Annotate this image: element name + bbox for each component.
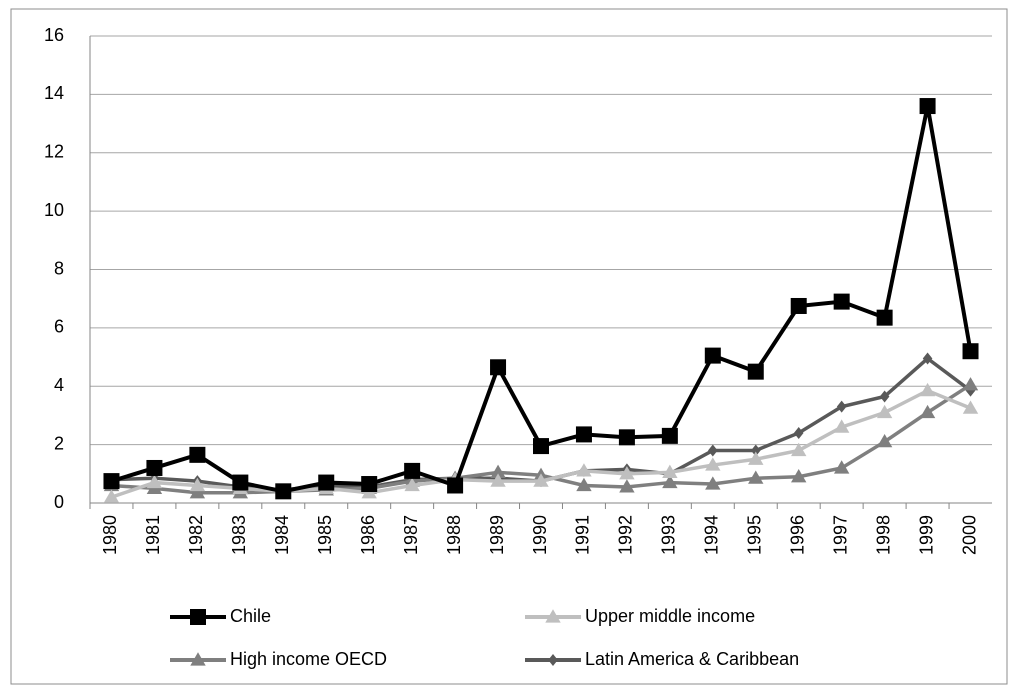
x-tick-label: 1999 — [916, 515, 936, 555]
data-point — [576, 477, 592, 492]
data-point — [404, 477, 420, 492]
x-tick-label: 1990 — [530, 515, 550, 555]
x-tick-label: 1993 — [659, 515, 679, 555]
data-point — [662, 474, 678, 489]
y-tick-label: 4 — [54, 375, 64, 395]
data-point — [747, 363, 764, 380]
data-point — [833, 293, 850, 310]
data-point — [876, 309, 893, 326]
data-point — [490, 473, 506, 487]
data-point — [404, 462, 421, 479]
legend-label: High income OECD — [230, 649, 387, 669]
data-point — [879, 390, 890, 403]
x-tick-label: 1986 — [358, 515, 378, 555]
x-tick-label: 1995 — [745, 515, 765, 555]
data-point — [146, 459, 163, 476]
data-point — [103, 473, 120, 490]
data-point — [533, 473, 549, 487]
x-tick-label: 1984 — [272, 515, 292, 555]
legend-label: Upper middle income — [585, 606, 755, 626]
data-point — [275, 483, 292, 500]
data-point — [575, 426, 592, 443]
x-tick-label: 1982 — [186, 515, 206, 555]
data-point — [791, 442, 807, 457]
data-point — [490, 464, 506, 478]
x-tick-label: 1996 — [787, 515, 807, 555]
x-tick-label: 1989 — [487, 515, 507, 555]
legend-label: Chile — [230, 606, 271, 626]
x-tick-label: 1997 — [830, 515, 850, 555]
data-point — [576, 463, 592, 477]
legend-marker — [190, 609, 206, 625]
x-tick-label: 1987 — [401, 515, 421, 555]
data-point — [619, 479, 635, 493]
data-point — [962, 400, 979, 414]
data-point — [146, 474, 163, 489]
x-tick-label: 1985 — [315, 515, 335, 555]
y-tick-label: 10 — [44, 200, 64, 220]
data-point — [836, 400, 847, 413]
data-point — [793, 426, 804, 439]
data-point — [661, 427, 678, 444]
x-tick-label: 2000 — [959, 515, 979, 555]
data-point — [790, 297, 807, 314]
x-tick-label: 1994 — [702, 515, 722, 555]
data-point — [750, 444, 761, 457]
data-point — [189, 485, 206, 499]
data-point — [876, 404, 893, 419]
data-point — [833, 419, 850, 433]
data-point — [748, 451, 764, 465]
x-tick-label: 1980 — [100, 515, 120, 555]
x-tick-label: 1983 — [229, 515, 249, 555]
data-point — [876, 434, 893, 448]
data-point — [704, 347, 721, 364]
data-point — [361, 476, 378, 493]
legend-marker — [548, 654, 558, 666]
data-point — [619, 466, 635, 480]
x-tick-label: 1981 — [143, 515, 163, 555]
data-point — [189, 446, 206, 463]
y-tick-label: 0 — [54, 492, 64, 512]
data-point — [708, 444, 718, 457]
data-point — [919, 98, 936, 115]
y-tick-label: 12 — [44, 142, 64, 162]
data-point — [318, 474, 335, 491]
data-point — [618, 429, 635, 446]
data-point — [232, 474, 249, 491]
data-point — [705, 457, 721, 471]
y-tick-label: 8 — [54, 258, 64, 278]
data-point — [833, 460, 850, 474]
x-tick-label: 1998 — [873, 515, 893, 555]
x-tick-label: 1992 — [616, 515, 636, 555]
data-point — [919, 404, 936, 419]
data-point — [662, 464, 678, 478]
data-point — [965, 384, 976, 397]
chart-border — [10, 8, 1008, 685]
y-tick-label: 16 — [44, 25, 64, 45]
legend-marker — [545, 609, 561, 623]
data-point — [705, 476, 721, 490]
data-point — [490, 359, 507, 376]
x-tick-label: 1988 — [444, 515, 464, 555]
data-point — [533, 438, 549, 455]
data-point — [962, 343, 979, 360]
y-tick-label: 14 — [44, 83, 64, 103]
y-tick-label: 6 — [54, 317, 64, 337]
data-point — [103, 489, 120, 503]
data-point — [189, 477, 206, 492]
data-point — [748, 470, 764, 484]
y-tick-label: 2 — [54, 433, 64, 453]
legend-marker — [190, 652, 206, 666]
x-tick-label: 1991 — [573, 515, 593, 555]
data-point — [447, 477, 464, 494]
data-point — [922, 352, 933, 365]
data-point — [962, 377, 979, 391]
data-point — [791, 469, 807, 483]
data-point — [919, 382, 936, 397]
legend-label: Latin America & Caribbean — [585, 649, 799, 669]
